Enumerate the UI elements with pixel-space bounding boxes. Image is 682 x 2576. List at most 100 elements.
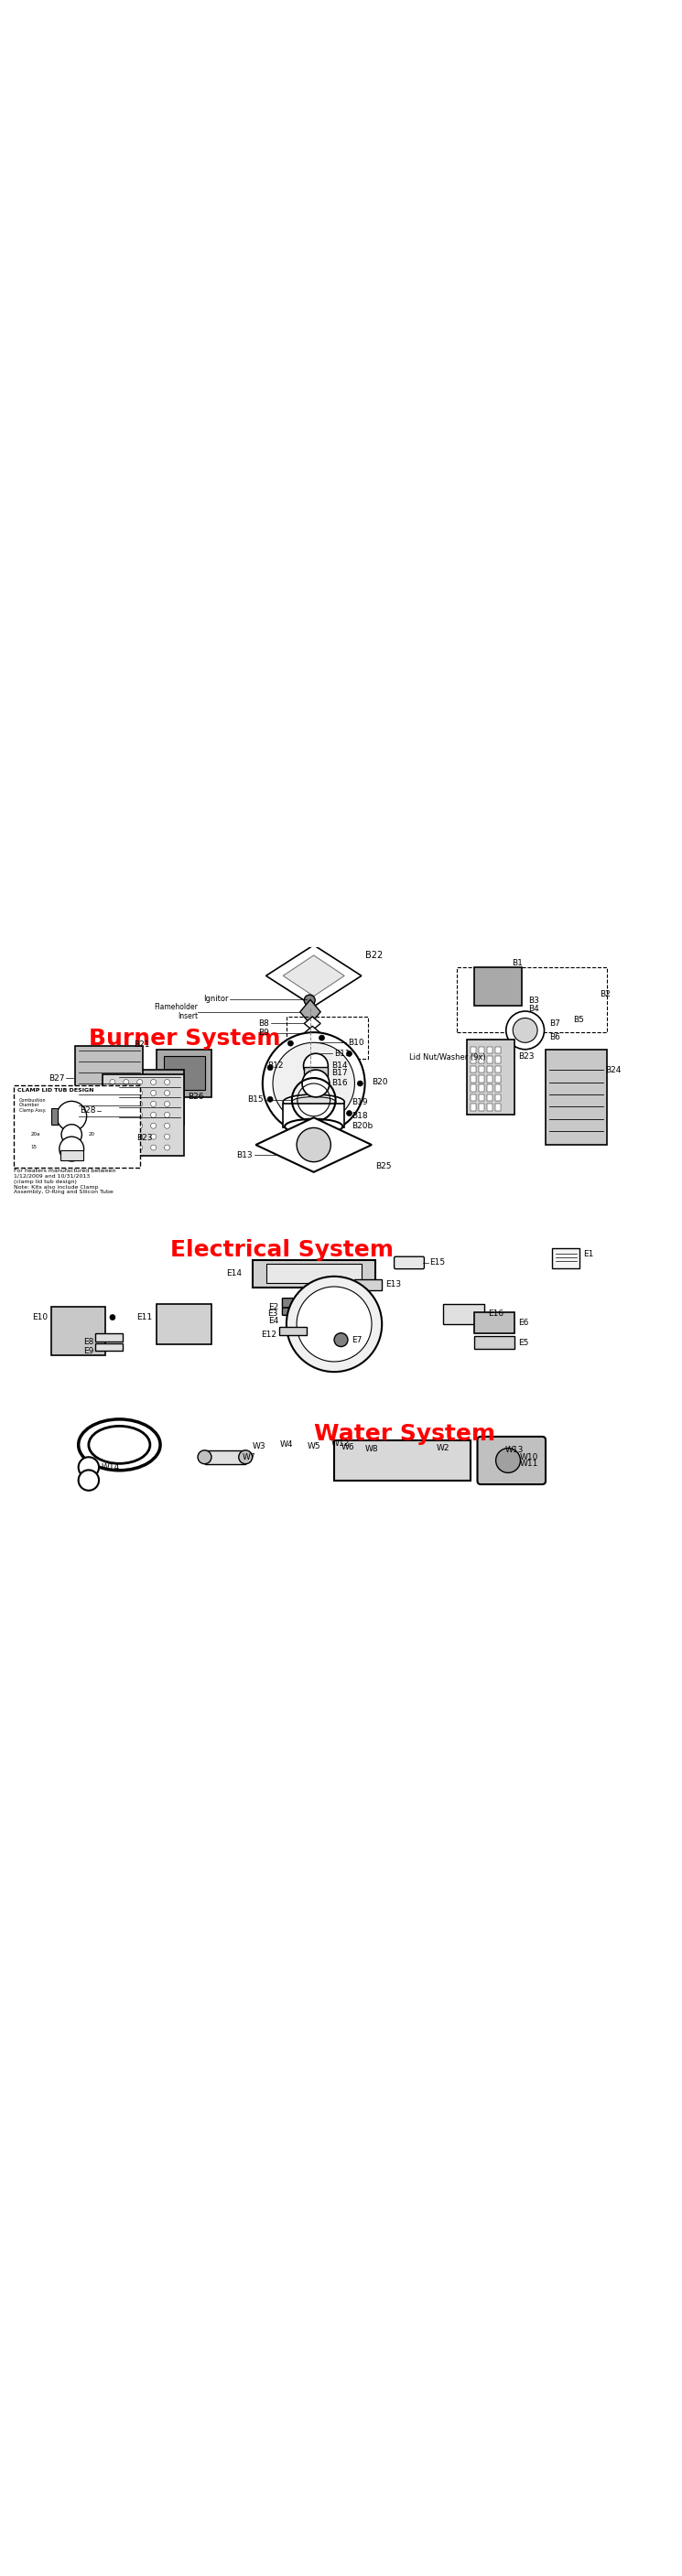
Circle shape xyxy=(110,1100,115,1108)
FancyBboxPatch shape xyxy=(474,1314,515,1332)
Text: W6: W6 xyxy=(341,1443,355,1453)
FancyBboxPatch shape xyxy=(282,1298,301,1309)
Bar xyxy=(487,1066,492,1072)
Circle shape xyxy=(506,1012,544,1048)
FancyBboxPatch shape xyxy=(51,1306,106,1355)
Circle shape xyxy=(110,1144,115,1151)
Text: B13: B13 xyxy=(236,1151,252,1159)
Circle shape xyxy=(123,1090,129,1095)
Text: W8: W8 xyxy=(365,1445,379,1453)
Ellipse shape xyxy=(284,1118,342,1133)
FancyBboxPatch shape xyxy=(355,1280,382,1291)
Text: E8: E8 xyxy=(84,1337,94,1347)
Text: E7: E7 xyxy=(352,1337,362,1345)
Bar xyxy=(471,1056,476,1064)
Circle shape xyxy=(287,1316,297,1327)
Text: B26: B26 xyxy=(188,1092,203,1100)
FancyBboxPatch shape xyxy=(252,1260,375,1288)
Circle shape xyxy=(164,1133,170,1139)
Circle shape xyxy=(61,1123,82,1144)
Circle shape xyxy=(137,1123,143,1128)
Text: E9: E9 xyxy=(84,1347,94,1355)
Text: E3: E3 xyxy=(268,1309,278,1319)
Bar xyxy=(495,1095,501,1100)
Circle shape xyxy=(239,1450,252,1463)
FancyBboxPatch shape xyxy=(51,1108,58,1126)
Text: B14: B14 xyxy=(331,1061,347,1069)
Circle shape xyxy=(319,1036,325,1041)
Ellipse shape xyxy=(283,1095,344,1110)
FancyBboxPatch shape xyxy=(474,969,522,1005)
Text: B2: B2 xyxy=(600,989,611,999)
Circle shape xyxy=(304,994,315,1005)
Circle shape xyxy=(496,1448,520,1473)
FancyBboxPatch shape xyxy=(394,1257,424,1270)
Circle shape xyxy=(303,1054,328,1077)
Bar xyxy=(471,1074,476,1082)
Bar xyxy=(487,1046,492,1054)
Circle shape xyxy=(357,1082,363,1087)
Bar xyxy=(471,1066,476,1072)
Text: E14: E14 xyxy=(226,1270,242,1278)
Circle shape xyxy=(137,1113,143,1118)
Text: E2: E2 xyxy=(268,1303,278,1311)
Text: W11: W11 xyxy=(520,1461,538,1468)
Circle shape xyxy=(123,1123,129,1128)
FancyBboxPatch shape xyxy=(299,1059,322,1072)
Bar xyxy=(495,1056,501,1064)
Circle shape xyxy=(59,1136,84,1162)
Bar xyxy=(479,1056,484,1064)
Text: B20b: B20b xyxy=(352,1123,373,1131)
Text: B5: B5 xyxy=(573,1015,584,1025)
Text: W10: W10 xyxy=(520,1453,538,1461)
Circle shape xyxy=(78,1471,99,1492)
Circle shape xyxy=(137,1079,143,1084)
Text: B21: B21 xyxy=(134,1041,150,1048)
Text: E11: E11 xyxy=(136,1314,152,1321)
Text: Ignitor: Ignitor xyxy=(203,994,228,1002)
Text: B23: B23 xyxy=(136,1133,152,1141)
Circle shape xyxy=(164,1144,170,1151)
Text: B15: B15 xyxy=(247,1095,263,1105)
Bar xyxy=(479,1066,484,1072)
Circle shape xyxy=(164,1123,170,1128)
Text: W2: W2 xyxy=(436,1445,449,1453)
Circle shape xyxy=(123,1100,129,1108)
Text: W13: W13 xyxy=(505,1445,523,1453)
Circle shape xyxy=(123,1133,129,1139)
Circle shape xyxy=(288,1041,293,1046)
Text: B25: B25 xyxy=(375,1162,391,1170)
Bar xyxy=(471,1095,476,1100)
Circle shape xyxy=(306,1036,318,1048)
Text: Flameholder
Insert: Flameholder Insert xyxy=(154,1002,198,1020)
Circle shape xyxy=(513,1018,537,1043)
Bar xyxy=(479,1105,484,1110)
Bar xyxy=(487,1105,492,1110)
Polygon shape xyxy=(304,1018,321,1030)
Circle shape xyxy=(164,1079,170,1084)
Ellipse shape xyxy=(89,1427,150,1463)
Circle shape xyxy=(263,1033,365,1133)
FancyBboxPatch shape xyxy=(266,1265,361,1283)
Text: B27: B27 xyxy=(49,1074,65,1082)
Circle shape xyxy=(123,1144,129,1151)
Circle shape xyxy=(273,1043,355,1123)
FancyBboxPatch shape xyxy=(95,1334,123,1342)
Text: 15: 15 xyxy=(31,1144,37,1149)
FancyBboxPatch shape xyxy=(60,1151,83,1162)
Text: B12: B12 xyxy=(267,1061,283,1069)
Bar xyxy=(479,1074,484,1082)
Bar xyxy=(487,1074,492,1082)
FancyBboxPatch shape xyxy=(157,1303,211,1345)
Ellipse shape xyxy=(292,1097,336,1108)
Bar xyxy=(479,1046,484,1054)
Text: B9: B9 xyxy=(258,1028,269,1038)
FancyBboxPatch shape xyxy=(474,1337,515,1350)
Text: B8: B8 xyxy=(258,1020,269,1028)
FancyBboxPatch shape xyxy=(157,1048,211,1097)
Text: B23: B23 xyxy=(518,1051,534,1061)
Bar xyxy=(495,1074,501,1082)
Circle shape xyxy=(57,1100,87,1131)
Circle shape xyxy=(334,1332,348,1347)
Text: E1: E1 xyxy=(583,1249,593,1260)
